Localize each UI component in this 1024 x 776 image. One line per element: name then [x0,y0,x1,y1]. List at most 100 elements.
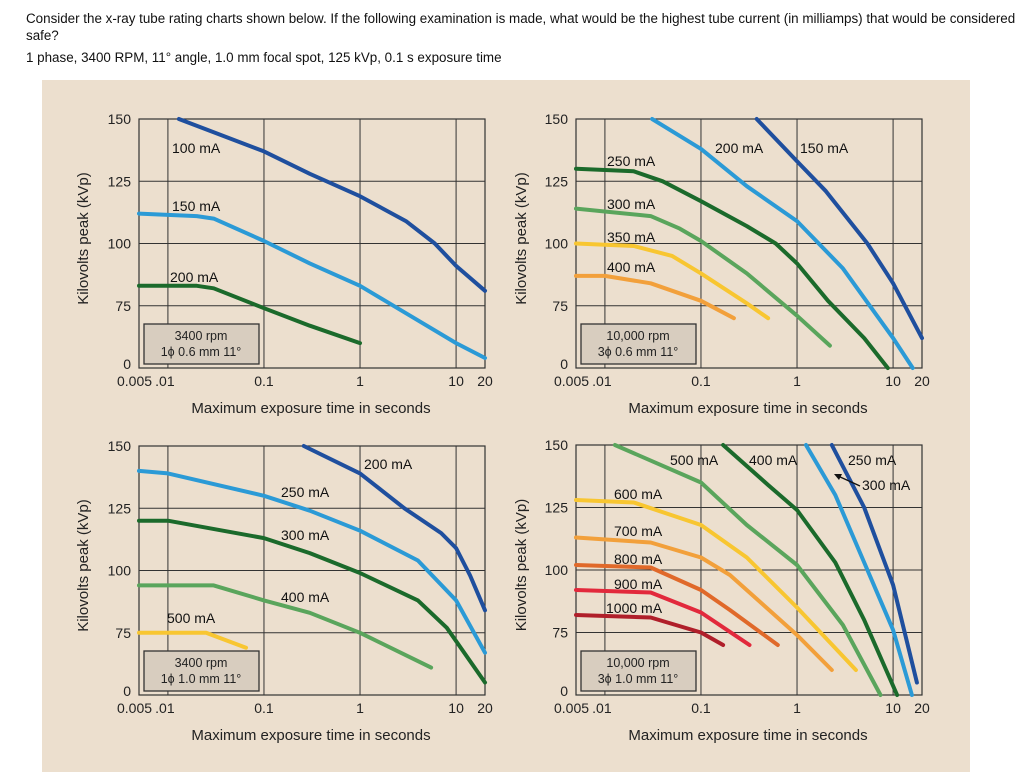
x-tick-label: 20 [914,700,930,716]
series-line-700ma [574,535,834,672]
series-line-600ma [574,498,858,672]
x-axis-title: Maximum exposure time in seconds [628,400,867,417]
series-line-150ma [754,117,924,341]
x-tick-label: 0.005 [117,700,152,716]
series-line-350ma [574,241,771,321]
x-tick-label: 0.005 [554,373,589,389]
series-line-100ma [176,117,487,293]
x-tick-label: 20 [477,373,493,389]
x-tick-label: 0.005 [117,373,152,389]
y-tick-label: 150 [545,111,569,127]
x-tick-label: 0.005 [554,700,589,716]
y-tick-label: 150 [108,111,132,127]
series-label: 250 mA [607,153,656,169]
series-line-400ma [137,583,434,670]
series-label: 250 mA [281,484,330,500]
series-label: 200 mA [170,269,219,285]
x-tick-label: .01 [155,700,175,716]
x-axis-title: Maximum exposure time in seconds [191,400,430,417]
x-axis-title: Maximum exposure time in seconds [628,727,867,744]
series-label: 500 mA [167,610,216,626]
series-label: 700 mA [614,523,663,539]
plot-frame [575,444,923,696]
x-tick-label: 1 [356,700,364,716]
series-label: 300 mA [281,527,330,543]
series-label: 400 mA [607,259,656,275]
y-tick-label: 125 [545,500,569,516]
series-line-250ma [829,443,919,685]
x-tick-label: 20 [914,373,930,389]
x-tick-label: 0.1 [691,700,711,716]
x-tick-label: .01 [155,373,175,389]
series-line-500ma [137,630,248,650]
y-axis-title: Kilovolts peak (kVp) [513,172,530,305]
chart-2: 0.005.01 0.1 1 10 20 150 125 100 75 0 Maximum expo… [513,111,930,417]
spec-line: 3ϕ 0.6 mm 11° [598,345,679,359]
spec-line: 1ϕ 0.6 mm 11° [161,345,242,359]
y-tick-label: 0 [123,683,131,699]
x-tick-label: .01 [592,373,612,389]
y-tick-label: 75 [115,625,131,641]
series-line-500ma [612,443,883,697]
y-tick-label: 100 [545,236,569,252]
y-tick-label: 0 [560,683,568,699]
y-axis-title: Kilovolts peak (kVp) [75,172,92,305]
x-tick-label: 10 [885,373,901,389]
y-tick-label: 100 [108,236,132,252]
series-line-200ma [137,283,362,346]
x-tick-label: 1 [793,373,801,389]
x-tick-label: 10 [885,700,901,716]
y-tick-label: 125 [108,173,132,189]
y-tick-label: 150 [545,437,569,453]
spec-line: 3400 rpm [175,329,228,343]
question-text: Consider the x-ray tube rating charts sh… [26,11,1016,43]
x-axis-title: Maximum exposure time in seconds [191,727,430,744]
series-label: 1000 mA [606,600,663,616]
series-label: 400 mA [749,452,798,468]
spec-box [143,323,260,365]
series-label: 400 mA [281,589,330,605]
y-tick-label: 0 [123,356,131,372]
x-tick-label: 0.1 [254,373,274,389]
series-line-400ma [574,273,736,321]
y-tick-label: 0 [560,356,568,372]
y-tick-label: 150 [108,438,132,454]
plot-frame [138,118,486,369]
x-tick-label: 0.1 [254,700,274,716]
series-label: 600 mA [614,486,663,502]
series-label: 200 mA [715,140,764,156]
spec-line: 3ϕ 1.0 mm 11° [598,672,679,686]
y-tick-label: 125 [108,500,132,516]
series-label: 200 mA [364,456,413,472]
series-line-200ma [650,117,915,370]
series-line-250ma [137,468,487,655]
chart-1: 0.005.01 0.1 1 10 20 150 125 100 75 0 Maximum expo… [75,111,493,417]
series-line-300ma [574,206,832,348]
series-line-150ma [137,211,487,360]
label-pointer-arrow [837,475,861,487]
series-label: 250 mA [848,452,897,468]
series-label: 100 mA [172,140,221,156]
spec-line: 10,000 rpm [606,329,669,343]
exam-parameters: 1 phase, 3400 RPM, 11° angle, 1.0 mm foc… [26,50,502,65]
spec-line: 3400 rpm [175,656,228,670]
series-line-800ma [574,563,780,647]
series-line-300ma [137,518,487,685]
series-label: 300 mA [862,477,911,493]
chart-4: 0.005.01 0.1 1 10 20 150 125 100 75 0 Maximum expo… [513,437,930,744]
series-line-900ma [574,588,752,647]
y-tick-label: 75 [552,625,568,641]
x-tick-label: 1 [356,373,364,389]
x-tick-label: 1 [793,700,801,716]
spec-box [580,323,697,365]
x-tick-label: .01 [592,700,612,716]
x-tick-label: 10 [448,373,464,389]
x-tick-label: 0.1 [691,373,711,389]
series-line-200ma [301,444,487,613]
spec-box [143,650,260,692]
series-label: 300 mA [607,196,656,212]
series-label: 150 mA [800,140,849,156]
series-label: 500 mA [670,452,719,468]
spec-box [580,650,697,692]
series-line-300ma [804,443,914,697]
